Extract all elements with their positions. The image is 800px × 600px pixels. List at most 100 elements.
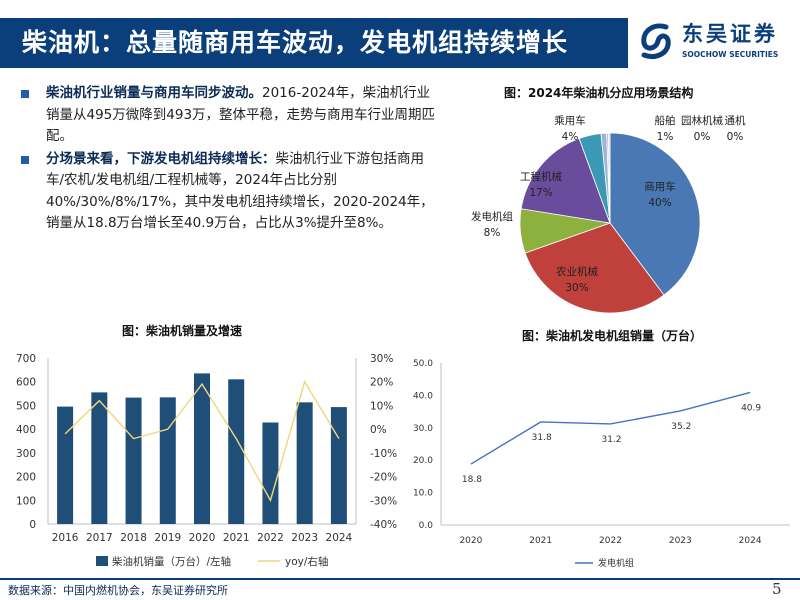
x-tick-label: 2020 bbox=[459, 536, 482, 546]
page-number: 5 bbox=[772, 580, 782, 598]
pie-chart: 商用车 40% 农业机械 30% 发电机组 8% 工程机械 17% 乘用车 4% 船舶 1% 园林机械 0… bbox=[471, 114, 746, 314]
x-tick-label: 2024 bbox=[326, 532, 353, 544]
logo: 东吴证券 SOOCHOW SECURITIES bbox=[636, 20, 796, 66]
x-tick-label: 2021 bbox=[223, 532, 250, 544]
sales-bar bbox=[296, 402, 313, 524]
x-tick-label: 2018 bbox=[120, 532, 147, 544]
pie-slice-label: 通机 bbox=[725, 114, 746, 127]
bullet-heading: 柴油机行业销量与商用车同步波动。 bbox=[46, 85, 262, 101]
y-tick-label: 0 bbox=[29, 519, 36, 531]
y2-tick-label: 20% bbox=[370, 377, 393, 389]
bullet-square-icon bbox=[21, 90, 29, 98]
bullet-item: 柴油机行业销量与商用车同步波动。2016-2024年，柴油机行业销量从495万微… bbox=[20, 83, 440, 148]
sales-bar bbox=[228, 379, 245, 524]
sales-bar bbox=[91, 392, 108, 524]
gen-line bbox=[470, 391, 751, 465]
x-tick-label: 2022 bbox=[599, 536, 622, 546]
y-tick-label: 50.0 bbox=[413, 359, 433, 369]
pie-slice-label: 园林机械 bbox=[681, 114, 723, 127]
gen-data-label: 18.8 bbox=[462, 475, 482, 485]
pie-slice bbox=[607, 132, 611, 224]
legend-label-yoy: yoy/右轴 bbox=[285, 555, 328, 568]
gen-chart-title: 图：柴油机发电机组销量（万台） bbox=[522, 329, 703, 343]
pie-slice bbox=[609, 132, 701, 296]
x-tick-label: 2024 bbox=[739, 536, 762, 546]
y-tick-label: 500 bbox=[16, 400, 36, 412]
pie-slice bbox=[520, 137, 611, 224]
gen-data-label: 31.2 bbox=[601, 435, 621, 445]
pie-slice-value: 8% bbox=[484, 227, 501, 239]
pie-slice-value: 0% bbox=[727, 131, 744, 143]
legend-label-gen: 发电机组 bbox=[598, 557, 634, 569]
sales-chart: 0 100 200 300 400 500 600 700 -40% -30% -20% -10% 0%… bbox=[16, 353, 397, 568]
bullet-heading: 分场景来看，下游发电机组持续增长： bbox=[46, 150, 276, 167]
x-tick-label: 2016 bbox=[52, 532, 79, 544]
pie-slice-value: 4% bbox=[562, 131, 579, 143]
sales-bar bbox=[57, 406, 74, 524]
title-bar: 柴油机：总量随商用车波动，发电机组持续增长 bbox=[0, 18, 628, 68]
x-tick-label: 2023 bbox=[291, 532, 318, 544]
bullet-text: 2016-2024年，柴油机行业销量从495万微降到493万，整体平稳，走势与商… bbox=[46, 85, 436, 144]
pie-slice-value: 40% bbox=[648, 197, 671, 209]
bullet-text: 柴油机行业下游包括商用车/农机/发电机组/工程机械等，2024年占比分别40%/… bbox=[46, 150, 434, 232]
logo-subtext: SOOCHOW SECURITIES bbox=[682, 50, 779, 59]
y-tick-label: 0.0 bbox=[419, 521, 434, 531]
pie-slice-label: 农业机械 bbox=[556, 265, 598, 278]
y-tick-label: 100 bbox=[16, 495, 36, 507]
x-tick-label: 2020 bbox=[189, 532, 216, 544]
x-tick-label: 2022 bbox=[257, 532, 284, 544]
pie-slice-value: 17% bbox=[529, 187, 552, 199]
y2-tick-label: -30% bbox=[370, 495, 397, 507]
y-tick-label: 200 bbox=[16, 472, 36, 484]
sales-bar bbox=[194, 373, 210, 524]
y-tick-label: 400 bbox=[16, 424, 36, 436]
pie-slice-label: 船舶 bbox=[655, 114, 676, 127]
y-tick-label: 10.0 bbox=[413, 489, 433, 499]
sales-bar bbox=[330, 407, 347, 524]
y-tick-label: 300 bbox=[16, 448, 36, 460]
logo-mark-icon bbox=[641, 23, 671, 60]
y-tick-label: 30.0 bbox=[413, 424, 433, 434]
y-tick-label: 600 bbox=[16, 377, 36, 389]
gen-data-label: 31.8 bbox=[532, 433, 552, 443]
legend-swatch-sales bbox=[96, 556, 108, 566]
logo-text: 东吴证券 bbox=[682, 22, 778, 46]
pie-slice-label: 发电机组 bbox=[471, 210, 513, 223]
pie-slice-value: 30% bbox=[565, 282, 588, 294]
pie-slice-value: 0% bbox=[694, 131, 711, 143]
y-tick-label: 40.0 bbox=[413, 391, 433, 401]
y2-tick-label: 30% bbox=[370, 353, 393, 365]
legend-label-sales: 柴油机销量（万台）/左轴 bbox=[112, 555, 231, 568]
y-tick-label: 20.0 bbox=[413, 456, 433, 466]
gen-data-label: 40.9 bbox=[741, 403, 761, 413]
x-tick-label: 2021 bbox=[529, 536, 552, 546]
sales-bar bbox=[262, 422, 279, 524]
x-tick-label: 2019 bbox=[154, 532, 181, 544]
sales-bar bbox=[159, 397, 176, 524]
y2-tick-label: 0% bbox=[370, 424, 387, 436]
y-tick-label: 700 bbox=[16, 353, 36, 365]
yoy-line bbox=[64, 379, 340, 503]
page-title: 柴油机：总量随商用车波动，发电机组持续增长 bbox=[22, 28, 569, 57]
y2-tick-label: 10% bbox=[370, 400, 393, 412]
bullet-list: 柴油机行业销量与商用车同步波动。2016-2024年，柴油机行业销量从495万微… bbox=[20, 83, 440, 236]
sales-chart-title: 图：柴油机销量及增速 bbox=[122, 324, 243, 338]
pie-slice-value: 1% bbox=[657, 131, 674, 143]
x-tick-label: 2017 bbox=[86, 532, 113, 544]
gen-data-label: 35.2 bbox=[671, 422, 691, 432]
y2-tick-label: -10% bbox=[370, 448, 397, 460]
bullet-item: 分场景来看，下游发电机组持续增长：柴油机行业下游包括商用车/农机/发电机组/工程… bbox=[20, 149, 440, 235]
pie-slice bbox=[524, 222, 665, 314]
pie-slice-label: 商用车 bbox=[644, 180, 676, 193]
y2-tick-label: -40% bbox=[370, 519, 397, 531]
pie-chart-title: 图：2024年柴油机分应用场景结构 bbox=[504, 86, 694, 100]
y2-tick-label: -20% bbox=[370, 472, 397, 484]
bullet-square-icon bbox=[21, 155, 29, 164]
footer-rule bbox=[0, 578, 800, 580]
pie-slice-label: 工程机械 bbox=[520, 170, 562, 183]
pie-slice-label: 乘用车 bbox=[554, 114, 586, 127]
source-note: 数据来源：中国内燃机协会，东吴证券研究所 bbox=[8, 584, 228, 597]
x-tick-label: 2023 bbox=[669, 536, 692, 546]
gen-chart: 0.0 10.0 20.0 30.0 40.0 50.0 2020 2021 2022 2023 2… bbox=[413, 359, 790, 569]
sales-bar bbox=[125, 397, 142, 524]
